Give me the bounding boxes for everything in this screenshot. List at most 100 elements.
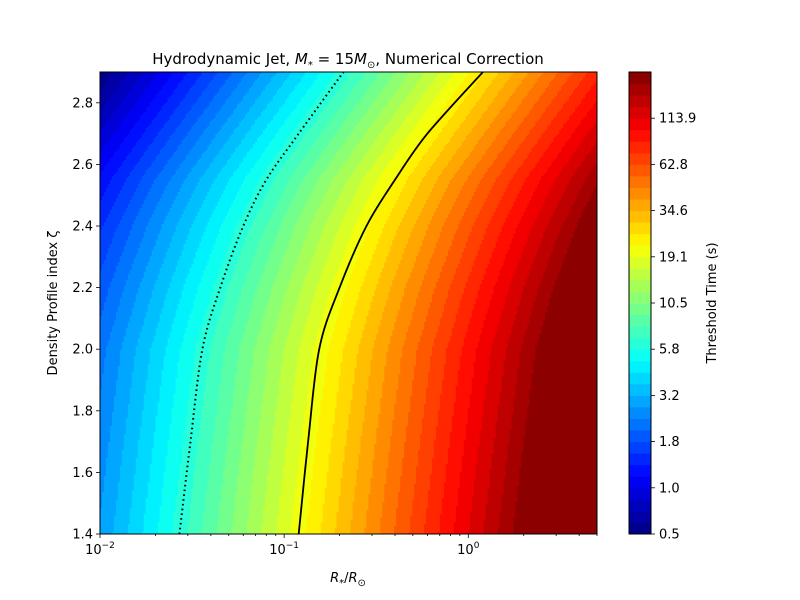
heatmap-cell: [280, 196, 296, 199]
heatmap-cell: [553, 118, 570, 121]
heatmap-cell: [503, 370, 519, 373]
heatmap-cell: [149, 352, 167, 355]
heatmap-cell: [121, 342, 139, 345]
heatmap-cell: [129, 90, 145, 93]
heatmap-cell: [372, 254, 389, 257]
heatmap-cell: [366, 90, 383, 93]
heatmap-cell: [481, 116, 497, 119]
heatmap-cell: [416, 354, 433, 357]
heatmap-cell: [239, 102, 256, 105]
heatmap-cell: [523, 182, 540, 185]
heatmap-cell: [495, 136, 513, 139]
heatmap-cell: [221, 128, 236, 131]
heatmap-cell: [113, 272, 131, 275]
heatmap-cell: [505, 356, 521, 359]
heatmap-cell: [316, 78, 332, 81]
heatmap-cell: [225, 296, 240, 299]
heatmap-cell: [459, 368, 475, 371]
heatmap-cell: [519, 354, 536, 357]
heatmap-cell: [197, 286, 214, 289]
heatmap-cell: [278, 108, 296, 111]
heatmap-cell: [259, 208, 276, 211]
heatmap-cell: [103, 358, 121, 361]
heatmap-cell: [221, 308, 238, 311]
heatmap-cell: [370, 194, 385, 197]
heatmap-cell: [441, 314, 457, 317]
heatmap-cell: [151, 120, 169, 123]
heatmap-cell: [535, 358, 597, 361]
heatmap-cell: [477, 186, 493, 189]
heatmap-cell: [473, 262, 491, 265]
heatmap-cell: [511, 156, 529, 159]
heatmap-cell: [354, 194, 371, 197]
heatmap-cell: [253, 352, 270, 355]
heatmap-cell: [231, 276, 248, 279]
heatmap-cell: [312, 298, 330, 301]
heatmap-cell: [203, 112, 218, 115]
heatmap-cell: [189, 268, 206, 271]
heatmap-cell: [521, 256, 536, 259]
heatmap-cell: [342, 352, 360, 355]
heatmap-cell: [100, 162, 109, 165]
heatmap-cell: [499, 174, 515, 177]
heatmap-cell: [561, 86, 578, 89]
heatmap-cell: [199, 282, 216, 285]
heatmap-cell: [171, 328, 187, 331]
heatmap-cell: [183, 338, 199, 341]
heatmap-cell: [533, 368, 597, 371]
heatmap-cell: [529, 322, 544, 325]
heatmap-cell: [595, 82, 597, 85]
heatmap-cell: [235, 312, 250, 315]
heatmap-cell: [107, 292, 123, 295]
heatmap-cell: [354, 312, 369, 315]
heatmap-cell: [195, 344, 212, 347]
heatmap-cell: [533, 362, 597, 365]
heatmap-cell: [304, 328, 320, 331]
heatmap-cell: [587, 112, 597, 115]
heatmap-cell: [451, 76, 467, 79]
heatmap-cell: [567, 216, 582, 219]
heatmap-cell: [445, 188, 463, 191]
heatmap-cell: [430, 364, 445, 367]
heatmap-cell: [535, 348, 597, 351]
heatmap-cell: [245, 74, 260, 77]
heatmap-cell: [159, 316, 177, 319]
heatmap-cell: [509, 336, 525, 339]
heatmap-cell: [332, 158, 350, 161]
heatmap-cell: [282, 144, 300, 147]
heatmap-cell: [263, 230, 280, 233]
heatmap-cell: [322, 152, 338, 155]
heatmap-cell: [541, 326, 597, 329]
heatmap-cell: [473, 304, 491, 307]
heatmap-cell: [247, 272, 264, 275]
heatmap-cell: [205, 198, 220, 201]
heatmap-cell: [304, 176, 322, 179]
heatmap-cell: [113, 204, 129, 207]
heatmap-cell: [266, 366, 282, 369]
heatmap-cell: [386, 360, 401, 363]
heatmap-cell: [489, 104, 507, 107]
heatmap-cell: [304, 178, 320, 181]
heatmap-cell: [471, 130, 487, 133]
heatmap-cell: [342, 124, 358, 127]
heatmap-cell: [284, 346, 300, 349]
heatmap-cell: [354, 308, 371, 311]
heatmap-cell: [455, 200, 471, 203]
heatmap-cell: [225, 216, 242, 219]
heatmap-cell: [354, 226, 369, 229]
heatmap-cell: [125, 76, 141, 79]
heatmap-cell: [100, 372, 105, 375]
heatmap-cell: [505, 300, 521, 303]
heatmap-cell: [151, 162, 169, 165]
heatmap-cell: [430, 146, 445, 149]
heatmap-cell: [571, 178, 586, 181]
heatmap-cell: [384, 170, 399, 173]
heatmap-cell: [380, 72, 395, 75]
heatmap-cell: [501, 88, 517, 91]
heatmap-cell: [503, 362, 521, 365]
heatmap-cell: [229, 76, 244, 79]
heatmap-cell: [364, 74, 379, 77]
heatmap-cell: [416, 300, 433, 303]
heatmap-cell: [517, 226, 532, 229]
heatmap-cell: [139, 242, 157, 245]
